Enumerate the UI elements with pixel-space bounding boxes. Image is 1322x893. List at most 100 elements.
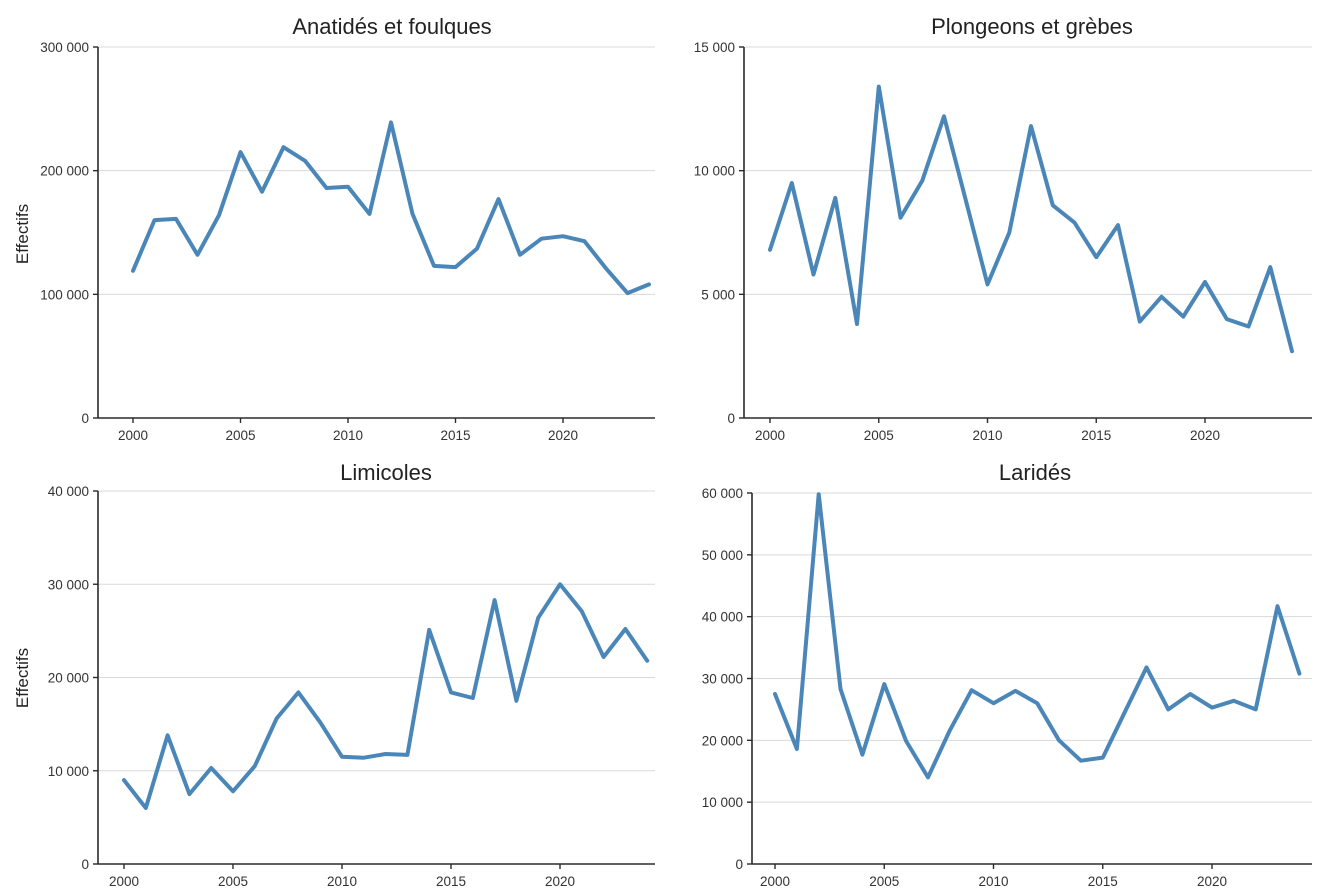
data-point [561, 234, 565, 238]
data-point [795, 747, 799, 751]
chart-panel-4: 0 10 000 20 000 30 000 40 000 50 000 60 000 200… [702, 460, 1312, 889]
data-point [1051, 203, 1055, 207]
y-tick-label: 30 000 [48, 577, 89, 592]
x-tick-label: 2005 [864, 428, 894, 443]
x-tick-label: 2000 [118, 428, 148, 443]
data-point [877, 85, 881, 89]
chart-panel-1: 0 100 000 200 000 300 000 2000 2005 2010 2015 20… [13, 14, 655, 443]
chart-title: Anatidés et foulques [292, 14, 491, 39]
x-tick-label: 2015 [1081, 428, 1111, 443]
y-tick-label: 0 [727, 411, 735, 426]
data-point [536, 616, 540, 620]
data-point [1247, 324, 1251, 328]
y-tick-label: 0 [81, 857, 89, 872]
data-point [1013, 689, 1017, 693]
x-tick-label: 2005 [225, 428, 255, 443]
data-point [882, 682, 886, 686]
data-point [405, 753, 409, 757]
data-point [282, 145, 286, 149]
data-point [122, 778, 126, 782]
data-point [432, 264, 436, 268]
data-point [1094, 255, 1098, 259]
x-tick-label: 2010 [333, 428, 363, 443]
y-axis-label: Effectifs [13, 204, 32, 264]
data-point [855, 322, 859, 326]
data-point [1254, 707, 1258, 711]
data-point [340, 755, 344, 759]
data-point [325, 186, 329, 190]
x-tick-label: 2020 [545, 874, 575, 888]
data-point [209, 766, 213, 770]
data-point [645, 659, 649, 663]
data-point [493, 598, 497, 602]
data-point [992, 701, 996, 705]
data-point [153, 218, 157, 222]
data-point [839, 687, 843, 691]
data-point [970, 688, 974, 692]
data-point [1188, 692, 1192, 696]
y-tick-label: 15 000 [694, 40, 735, 55]
data-point [174, 217, 178, 221]
data-point [1276, 604, 1280, 608]
data-point [454, 265, 458, 269]
x-tick-label: 2020 [1190, 428, 1220, 443]
data-point [626, 291, 630, 295]
data-point [602, 655, 606, 659]
y-tick-label: 10 000 [702, 795, 743, 810]
data-point [1007, 231, 1011, 235]
y-tick-label: 30 000 [702, 672, 743, 687]
data-point [1268, 265, 1272, 269]
y-tick-label: 0 [81, 411, 89, 426]
data-point [1166, 707, 1170, 711]
data-point [1073, 221, 1077, 225]
y-tick-label: 60 000 [702, 486, 743, 501]
data-point [623, 627, 627, 631]
x-tick-label: 2015 [1088, 874, 1118, 888]
y-axis-label: Effectifs [13, 648, 32, 708]
data-point [1290, 349, 1294, 353]
data-point [1101, 756, 1105, 760]
data-point [260, 190, 264, 194]
data-point [346, 185, 350, 189]
x-tick-label: 2020 [1197, 874, 1227, 888]
data-point [1297, 672, 1301, 676]
y-tick-label: 50 000 [702, 548, 743, 563]
data-point [1160, 295, 1164, 299]
data-point [389, 120, 393, 124]
data-point [926, 775, 930, 779]
data-point [583, 239, 587, 243]
data-point [604, 266, 608, 270]
data-point [580, 609, 584, 613]
data-point [144, 806, 148, 810]
data-point [1203, 280, 1207, 284]
data-point [217, 213, 221, 217]
chart-title: Laridés [999, 460, 1071, 485]
data-point [318, 720, 322, 724]
data-point [497, 197, 501, 201]
data-point [540, 237, 544, 241]
data-point [817, 492, 821, 496]
data-point [1035, 701, 1039, 705]
y-tick-label: 10 000 [694, 164, 735, 179]
y-tick-label: 200 000 [40, 164, 89, 179]
data-point [1225, 317, 1229, 321]
y-tick-label: 5 000 [701, 287, 735, 302]
data-point [384, 752, 388, 756]
data-point [773, 692, 777, 696]
data-point [471, 696, 475, 700]
data-point [196, 253, 200, 257]
data-point [518, 253, 522, 257]
data-point [1057, 738, 1061, 742]
data-point [899, 216, 903, 220]
data-point [986, 282, 990, 286]
data-point [964, 198, 968, 202]
data-point [833, 196, 837, 200]
data-point [558, 582, 562, 586]
y-tick-label: 100 000 [40, 287, 89, 302]
series-line [131, 120, 651, 296]
data-point [187, 792, 191, 796]
data-point [303, 159, 307, 163]
data-point [768, 248, 772, 252]
data-point [475, 247, 479, 251]
